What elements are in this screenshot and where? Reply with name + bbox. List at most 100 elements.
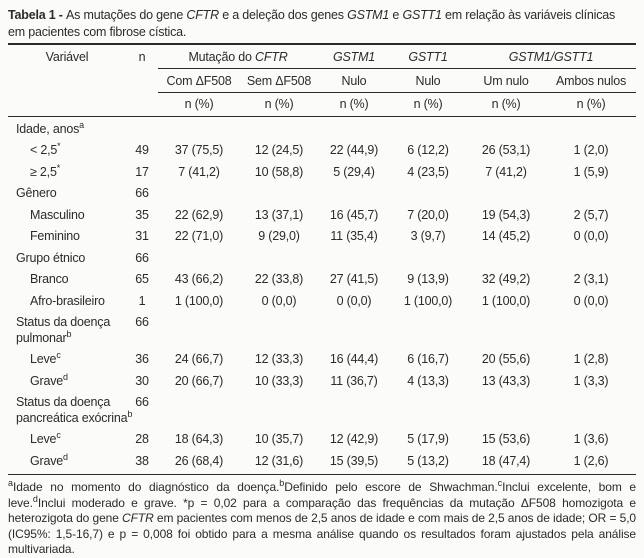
cell-value: 4 (23,5) <box>407 164 449 179</box>
cell-value: 22 (33,8) <box>254 272 304 286</box>
row-label: Graved <box>8 451 126 470</box>
cell-value: 15 (53,6) <box>481 432 531 446</box>
text-segment: Inclui excelente, bom e leve. <box>8 480 637 510</box>
table-row: Graved 38 26 (68,4) 12 (31,6) 15 (39,5) 5 (13… <box>8 451 636 473</box>
table-footnote: aIdade no momento do diagnóstico da doen… <box>8 474 636 558</box>
cell-value: 5 (13,2) <box>407 453 449 468</box>
cell-value: 5 (17,9) <box>407 432 449 446</box>
cell-value: 1 (2,0) <box>573 143 609 157</box>
cell-n: 17 <box>135 164 149 179</box>
cell-value: 1 (100,0) <box>174 293 224 308</box>
text-segment: As mutações do gene <box>66 8 187 22</box>
row-label-text: Status da doença <box>16 395 111 409</box>
row-label: ≥ 2,5* <box>8 163 126 181</box>
cell-n: 66 <box>135 186 149 200</box>
table-row: Masculino 35 22 (62,9) 13 (37,1) 16 (45,7) 7 … <box>8 205 636 227</box>
text-segment: GSTM1/GSTT1 <box>508 50 594 64</box>
row-label: Grupo étnico <box>8 251 126 267</box>
cell-n: 65 <box>135 272 149 286</box>
table-row: Levec 36 24 (66,7) 12 (33,3) 16 (44,4) 6 (16,… <box>8 349 636 371</box>
text-segment: GSTM1 <box>347 8 390 22</box>
row-label-text: pancreática exócrina <box>16 410 128 425</box>
col-unit-header: n (%) <box>413 97 443 111</box>
footnote-marker: a <box>8 478 14 488</box>
col-header-cftr-group: Mutação do CFTR <box>158 45 318 69</box>
text-segment: CFTR <box>186 8 219 22</box>
table-row: Grupo étnico 66 <box>8 248 636 270</box>
header-row-units: n (%) n (%) n (%) n (%) n (%) n (%) <box>8 93 636 117</box>
col-header-gstm1-gstt1-group: GSTM1/GSTT1 <box>466 45 636 69</box>
cell-value: 22 (71,0) <box>174 229 224 243</box>
cell-value: 2 (3,1) <box>573 272 609 286</box>
row-label-text: Gênero <box>16 186 57 200</box>
cell-value: 14 (45,2) <box>481 229 531 243</box>
cell-value: 6 (16,7) <box>407 352 449 366</box>
col-subheader: Nulo <box>390 69 466 93</box>
table-body: Idade, anosa < 2,5* 49 37 (75,5) 12 (24,5) 22… <box>8 117 636 475</box>
cell-value: 7 (41,2) <box>485 164 527 179</box>
text-segment: Mutação do <box>188 50 256 64</box>
cell-value: 1 (3,3) <box>573 373 609 388</box>
cell-value: 12 (31,6) <box>254 453 304 468</box>
row-label: Idade, anosa <box>8 119 126 138</box>
cell-value: 3 (9,7) <box>410 229 446 243</box>
table-row: Idade, anosa <box>8 119 636 141</box>
cell-value: 1 (2,6) <box>573 453 609 468</box>
cell-value: 2 (5,7) <box>573 207 609 222</box>
row-label-text: Afro-brasileiro <box>30 293 105 308</box>
cell-value: 12 (24,5) <box>254 143 304 157</box>
text-segment: Inclui moderado e grave. *p = 0,02 para … <box>8 495 636 526</box>
footnote-marker: a <box>79 119 85 130</box>
text-segment: Tabela 1 - <box>8 8 67 22</box>
col-unit-header: n (%) <box>576 97 606 111</box>
cell-value: 0 (0,0) <box>573 229 609 243</box>
cell-n: 1 <box>138 293 146 308</box>
cell-value: 1 (5,9) <box>573 164 609 179</box>
row-label: Masculino <box>8 208 126 224</box>
cell-n: 49 <box>135 143 149 157</box>
row-label: Status da doença pulmonarb <box>8 315 126 346</box>
row-label-text: Status da doença <box>16 315 111 329</box>
cell-value: 0 (0,0) <box>336 293 372 308</box>
journal-table-figure: Tabela 1 - As mutações do gene CFTR e a … <box>8 0 636 558</box>
row-label: Status da doença pancreática exócrinab <box>8 395 132 426</box>
text-segment: CFTR <box>255 50 288 64</box>
cell-value: 0 (0,0) <box>261 293 297 308</box>
text-segment: em pacientes com fibrose cística. <box>8 24 187 39</box>
footnote-marker: c <box>56 349 61 360</box>
table-row: < 2,5* 49 37 (75,5) 12 (24,5) 22 (44,9) 6 (12… <box>8 140 636 162</box>
cell-value: 20 (66,7) <box>174 373 224 388</box>
footnote-marker: d <box>63 451 69 462</box>
text-segment: GSTT1 <box>402 8 442 22</box>
cell-value: 7 (20,0) <box>407 207 449 222</box>
header-row-subcolumns: Com ΔF508 Sem ΔF508 Nulo Nulo Um nulo Ambos n… <box>8 69 636 93</box>
footnote-marker: b <box>279 478 285 488</box>
cell-value: 24 (66,7) <box>174 352 224 366</box>
row-label-text: Leve <box>30 432 57 446</box>
cell-value: 26 (53,1) <box>481 143 531 157</box>
text-segment: e <box>389 8 403 22</box>
cell-value: 9 (13,9) <box>407 272 449 286</box>
cell-value: 6 (12,2) <box>407 143 449 157</box>
data-table: Variável n Mutação do CFTR GSTM1 GSTT1 G… <box>8 43 636 474</box>
col-header-variavel: Variável <box>45 50 89 64</box>
row-label: < 2,5* <box>8 141 126 159</box>
cell-value: 13 (37,1) <box>254 207 304 222</box>
cell-n: 28 <box>135 432 149 446</box>
table-row: Gênero 66 <box>8 183 636 205</box>
col-unit-header: n (%) <box>339 97 369 111</box>
row-label: Feminino <box>8 229 126 245</box>
footnote-marker: c <box>56 429 61 440</box>
cell-value: 10 (35,7) <box>254 432 304 446</box>
cell-value: 12 (33,3) <box>254 352 304 366</box>
table-row: Branco 65 43 (66,2) 22 (33,8) 27 (41,5) 9 (13… <box>8 269 636 291</box>
header-row-groups: Variável n Mutação do CFTR GSTM1 GSTT1 G… <box>8 45 636 69</box>
row-label-text: Feminino <box>30 229 80 243</box>
row-label: Levec <box>8 349 126 368</box>
text-segment: Idade no momento do diagnóstico da doenç… <box>13 480 280 494</box>
row-label-text: Branco <box>30 272 69 286</box>
cell-n: 36 <box>135 352 149 366</box>
row-label-text: Masculino <box>30 207 85 222</box>
col-unit-header: n (%) <box>264 97 294 111</box>
cell-value: 18 (47,4) <box>481 453 531 468</box>
